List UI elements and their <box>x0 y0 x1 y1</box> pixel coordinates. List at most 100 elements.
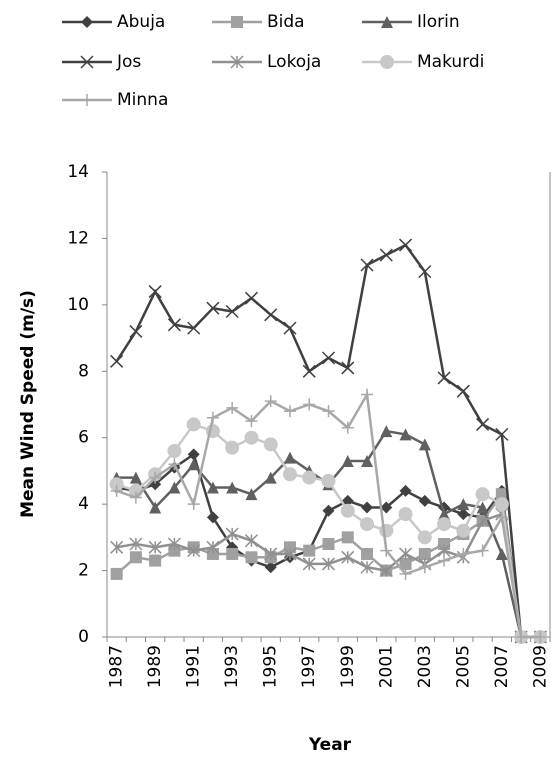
marker <box>379 564 393 578</box>
marker <box>206 540 220 554</box>
y-tick-label: 6 <box>78 428 89 448</box>
marker <box>534 631 547 643</box>
marker <box>245 551 258 564</box>
marker <box>360 517 375 532</box>
marker <box>167 318 181 332</box>
marker <box>341 421 354 434</box>
marker <box>475 487 490 502</box>
marker <box>399 238 413 252</box>
marker <box>476 417 490 431</box>
marker <box>457 508 470 521</box>
marker <box>244 430 259 445</box>
marker <box>418 265 432 279</box>
legend-marker <box>80 55 94 69</box>
series <box>109 417 548 644</box>
legend-item: Jos <box>62 52 141 72</box>
marker <box>456 384 470 398</box>
marker <box>283 405 296 418</box>
marker <box>418 438 431 451</box>
marker <box>322 538 335 550</box>
marker <box>437 371 451 385</box>
x-tick-label: 1991 <box>184 645 204 688</box>
marker <box>398 507 413 522</box>
marker <box>264 471 277 484</box>
x-tick-label: 2003 <box>415 645 435 688</box>
marker <box>263 437 278 452</box>
marker <box>322 405 335 418</box>
legend-label: Jos <box>116 52 141 72</box>
x-tick-label: 1993 <box>222 645 242 688</box>
marker <box>360 258 374 272</box>
marker <box>418 547 431 560</box>
x-tick-label: 2009 <box>530 645 550 688</box>
marker <box>495 488 508 501</box>
marker <box>303 398 316 411</box>
legend-item: Ilorin <box>362 12 460 32</box>
marker <box>361 501 374 514</box>
marker <box>168 481 181 494</box>
x-tick-label: 1987 <box>107 645 127 688</box>
series <box>110 388 547 643</box>
marker <box>110 354 124 368</box>
marker <box>149 471 162 484</box>
marker <box>302 470 317 485</box>
marker <box>302 364 316 378</box>
legend-marker <box>81 16 93 28</box>
marker <box>303 544 316 557</box>
marker <box>380 425 393 438</box>
marker <box>322 504 335 517</box>
legend-label: Ilorin <box>417 12 460 32</box>
legend-marker <box>230 55 244 69</box>
legend-marker <box>81 94 93 106</box>
marker <box>399 428 412 441</box>
marker <box>168 458 181 471</box>
marker <box>438 554 451 567</box>
marker <box>264 561 277 574</box>
marker <box>206 301 220 315</box>
legend-label: Abuja <box>117 12 165 32</box>
legend-marker <box>380 55 394 69</box>
y-tick-label: 2 <box>78 561 89 581</box>
marker <box>129 537 143 551</box>
marker <box>360 560 374 574</box>
marker <box>341 361 355 375</box>
marker <box>264 395 277 408</box>
legend-marker <box>381 16 393 28</box>
x-tick-label: 2005 <box>453 645 473 688</box>
series <box>110 425 547 643</box>
legend-label: Makurdi <box>417 52 484 72</box>
marker <box>457 498 470 511</box>
marker <box>476 544 489 557</box>
marker <box>283 547 297 561</box>
marker <box>494 497 509 512</box>
marker <box>187 448 200 461</box>
marker <box>226 401 239 414</box>
marker <box>264 308 278 322</box>
marker <box>149 554 162 567</box>
marker <box>283 451 296 464</box>
marker <box>245 415 258 428</box>
y-tick-label: 14 <box>67 162 89 182</box>
legend-item: Minna <box>62 90 168 110</box>
marker <box>110 484 123 497</box>
marker <box>341 494 354 507</box>
x-tick-label: 1995 <box>261 645 281 688</box>
marker <box>110 567 123 580</box>
marker <box>283 321 297 335</box>
marker <box>187 321 201 335</box>
y-tick-label: 10 <box>67 295 89 315</box>
series <box>110 507 547 644</box>
marker <box>129 491 142 504</box>
y-tick-label: 8 <box>78 361 89 381</box>
marker <box>245 488 258 501</box>
marker <box>167 444 182 458</box>
marker <box>226 481 239 494</box>
marker <box>110 540 124 554</box>
marker <box>225 304 239 319</box>
marker <box>361 388 374 401</box>
marker <box>187 498 200 511</box>
y-axis-label: Mean Wind Speed (m/s) <box>18 290 38 518</box>
marker <box>457 547 470 560</box>
marker <box>321 557 336 571</box>
